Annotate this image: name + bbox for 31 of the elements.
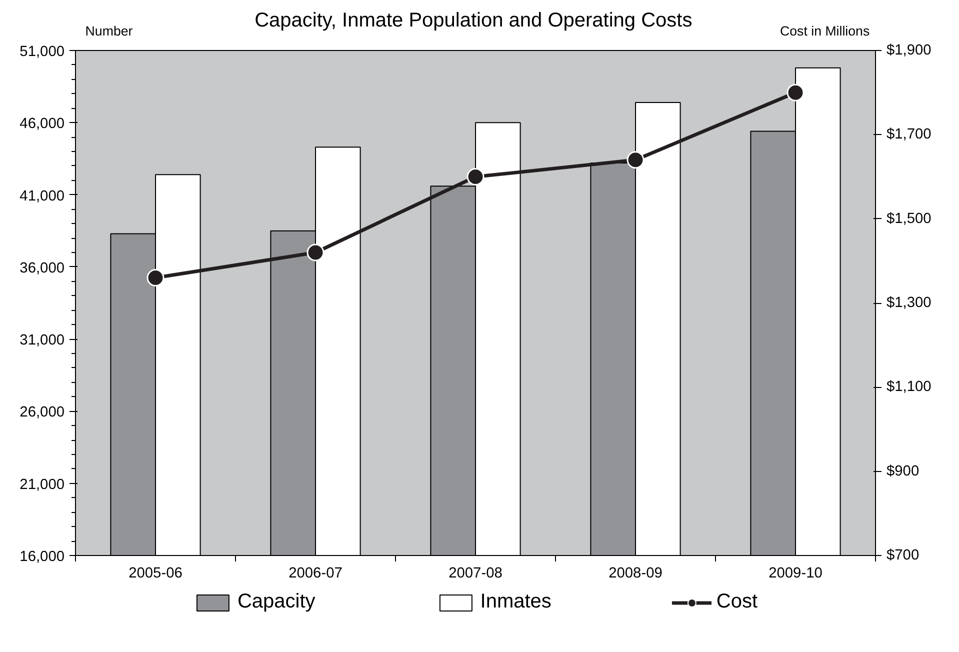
y-axis-title: Number xyxy=(85,24,134,38)
x-tick-label: 2007-08 xyxy=(448,566,502,582)
point xyxy=(466,168,484,186)
legend-label: Cost xyxy=(716,590,758,614)
y2-axis-title: Cost in Millions xyxy=(780,24,870,38)
y-tick-label: 36,000 xyxy=(20,260,64,276)
legend-label: Inmates xyxy=(480,590,552,614)
y-tick-label: 16,000 xyxy=(20,549,64,565)
y-tick-label: 21,000 xyxy=(20,476,64,493)
y2-tick-label: $1,300 xyxy=(886,295,932,311)
y2-tick-label: $1,500 xyxy=(886,210,932,227)
y2-tick-label: $1,900 xyxy=(886,42,932,58)
y2-tick-label: $700 xyxy=(886,548,920,564)
y2-tick-label: $1,700 xyxy=(886,126,932,143)
y2-tick-label: $900 xyxy=(886,463,920,480)
y-tick-label: 51,000 xyxy=(20,44,64,60)
y-tick-label: 26,000 xyxy=(20,404,64,421)
chart-title: Capacity, Inmate Population and Operating Costs xyxy=(254,10,692,32)
legend-label: Capacity xyxy=(237,590,316,614)
x-tick-label: 2005-06 xyxy=(128,566,182,582)
x-tick-label: 2008-09 xyxy=(608,566,662,582)
point xyxy=(626,151,644,169)
point xyxy=(306,244,324,262)
y-tick-label: 46,000 xyxy=(20,116,64,132)
x-tick-label: 2009-10 xyxy=(768,566,822,582)
y-tick-label: 41,000 xyxy=(20,188,64,204)
x-tick-label: 2006-07 xyxy=(288,566,342,582)
point xyxy=(786,84,804,102)
point xyxy=(146,269,164,286)
y2-tick-label: $1,100 xyxy=(886,379,932,396)
y-tick-label: 31,000 xyxy=(20,332,64,349)
